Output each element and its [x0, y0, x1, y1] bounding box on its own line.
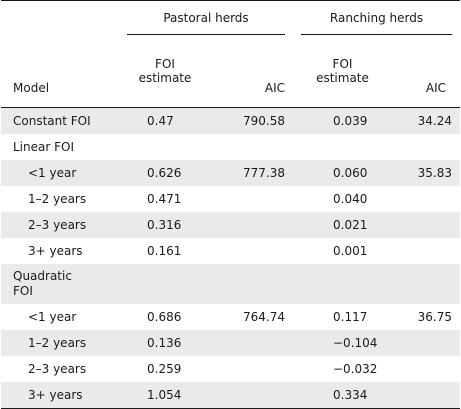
foi-line1: FOI — [155, 57, 175, 71]
table-row: 2–3 years 0.316 0.021 — [1, 212, 460, 238]
ranching-foi: 0.117 — [333, 310, 368, 324]
pastoral-foi: 0.471 — [147, 192, 182, 206]
pastoral-aic — [211, 330, 293, 356]
pastoral-aic — [211, 382, 293, 409]
pastoral-aic: 777.38 — [211, 160, 293, 186]
pastoral-aic — [211, 186, 293, 212]
pastoral-aic — [211, 212, 293, 238]
row-model: Constant FOI — [1, 107, 119, 134]
table-row: <1 year 0.686 764.74 0.117 36.75 — [1, 304, 460, 330]
ranching-aic: 34.24 — [392, 107, 460, 134]
table-row: 1–2 years 0.136 −0.104 — [1, 330, 460, 356]
group-label-pastoral: Pastoral herds — [163, 11, 249, 25]
pastoral-foi: 0.259 — [147, 362, 182, 376]
group-header-ranching: Ranching herds — [293, 0, 460, 35]
table-row: Constant FOI 0.47 790.58 0.039 34.24 — [1, 107, 460, 134]
pastoral-foi — [119, 264, 211, 304]
ranching-foi: 0.060 — [293, 160, 392, 186]
ranching-foi: 0.021 — [293, 212, 392, 238]
ranching-foi — [293, 134, 392, 160]
ranching-foi: −0.104 — [293, 330, 392, 356]
ranching-aic — [392, 212, 460, 238]
row-model: 3+ years — [28, 244, 83, 258]
pastoral-foi: 0.47 — [119, 107, 211, 134]
row-model: 3+ years — [1, 382, 119, 409]
row-model: Linear FOI — [13, 140, 74, 154]
table-row: Linear FOI — [1, 134, 460, 160]
pastoral-foi: 1.054 — [119, 382, 211, 409]
row-model: 1–2 years — [28, 192, 87, 206]
pastoral-foi: 0.161 — [147, 244, 182, 258]
row-model: Quadratic FOI — [1, 264, 119, 304]
column-header-ranching-aic: AIC — [392, 35, 460, 108]
pastoral-aic — [211, 264, 293, 304]
row-model-line1: Quadratic — [13, 269, 72, 283]
row-model: 2–3 years — [28, 362, 87, 376]
pastoral-foi: 0.316 — [119, 212, 211, 238]
ranching-foi: 0.334 — [293, 382, 392, 409]
ranching-foi: 0.039 — [293, 107, 392, 134]
ranching-foi — [293, 264, 392, 304]
ranching-foi: 0.040 — [333, 192, 368, 206]
ranching-aic: 35.83 — [392, 160, 460, 186]
table-row: Quadratic FOI — [1, 264, 460, 304]
foi-line2: estimate — [138, 71, 192, 85]
group-header-pastoral: Pastoral herds — [119, 0, 293, 35]
table-row: 2–3 years 0.259 −0.032 — [1, 356, 460, 382]
ranching-aic — [392, 382, 460, 409]
pastoral-aic: 764.74 — [243, 310, 285, 324]
ranching-aic — [392, 330, 460, 356]
table-header: Pastoral herds Ranching herds Model FOI … — [1, 0, 460, 108]
pastoral-foi: 0.136 — [119, 330, 211, 356]
row-model: <1 year — [28, 310, 77, 324]
ranching-foi: 0.001 — [333, 244, 368, 258]
foi-line2: estimate — [316, 71, 369, 85]
pastoral-aic — [211, 134, 293, 160]
group-label-ranching: Ranching herds — [329, 11, 424, 25]
ranching-aic — [392, 238, 460, 264]
pastoral-aic: 790.58 — [211, 107, 293, 134]
ranching-aic — [392, 186, 460, 212]
column-header-pastoral-aic: AIC — [211, 35, 293, 108]
column-header-pastoral-foi: FOI estimate — [119, 35, 211, 108]
row-model: 2–3 years — [1, 212, 119, 238]
group-rule-pastoral — [127, 34, 285, 35]
table-body: Constant FOI 0.47 790.58 0.039 34.24 Lin… — [1, 107, 460, 409]
pastoral-aic — [211, 356, 293, 382]
group-rule-ranching — [301, 34, 452, 35]
column-header-row: Model FOI estimate AIC FOI estimate AIC — [1, 35, 460, 108]
ranching-aic — [392, 356, 460, 382]
pastoral-foi: 0.626 — [119, 160, 211, 186]
ranching-aic: 36.75 — [417, 310, 452, 324]
column-header-ranching-foi: FOI estimate — [293, 35, 392, 108]
pastoral-foi: 0.686 — [147, 310, 182, 324]
pastoral-foi — [119, 134, 211, 160]
group-header-row: Pastoral herds Ranching herds — [1, 0, 460, 35]
table-row: 1–2 years 0.471 0.040 — [1, 186, 460, 212]
pastoral-aic — [211, 238, 293, 264]
table-row: <1 year 0.626 777.38 0.060 35.83 — [1, 160, 460, 186]
ranching-foi: −0.032 — [333, 362, 378, 376]
row-model-line2: FOI — [13, 284, 33, 298]
foi-line1: FOI — [332, 57, 353, 71]
row-model: 1–2 years — [1, 330, 119, 356]
ranching-aic — [392, 134, 460, 160]
column-header-model: Model — [1, 35, 119, 108]
table-row: 3+ years 1.054 0.334 — [1, 382, 460, 409]
table-row: 3+ years 0.161 0.001 — [1, 238, 460, 264]
header-spacer — [1, 0, 119, 35]
ranching-aic — [392, 264, 460, 304]
row-model: <1 year — [1, 160, 119, 186]
